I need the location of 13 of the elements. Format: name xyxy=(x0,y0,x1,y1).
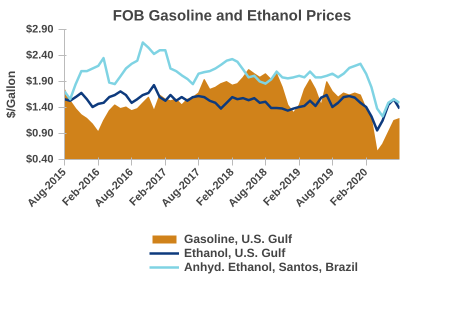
chart-title: FOB Gasoline and Ethanol Prices xyxy=(112,8,352,24)
y-tick-label: $0.90 xyxy=(26,128,54,140)
legend-label: Ethanol, U.S. Gulf xyxy=(184,246,286,260)
line-series xyxy=(64,41,400,118)
y-tick-label: $1.90 xyxy=(26,76,54,88)
line-series xyxy=(64,84,400,132)
legend-label: Anhyd. Ethanol, Santos, Brazil xyxy=(184,260,358,274)
legend-label: Gasoline, U.S. Gulf xyxy=(184,232,292,246)
y-axis-title: $/Gallon xyxy=(4,70,18,118)
y-tick-label: $1.40 xyxy=(26,102,54,114)
y-tick-label: $0.40 xyxy=(26,154,54,166)
y-tick-label: $2.90 xyxy=(26,24,54,36)
y-tick-label: $2.40 xyxy=(26,50,54,62)
